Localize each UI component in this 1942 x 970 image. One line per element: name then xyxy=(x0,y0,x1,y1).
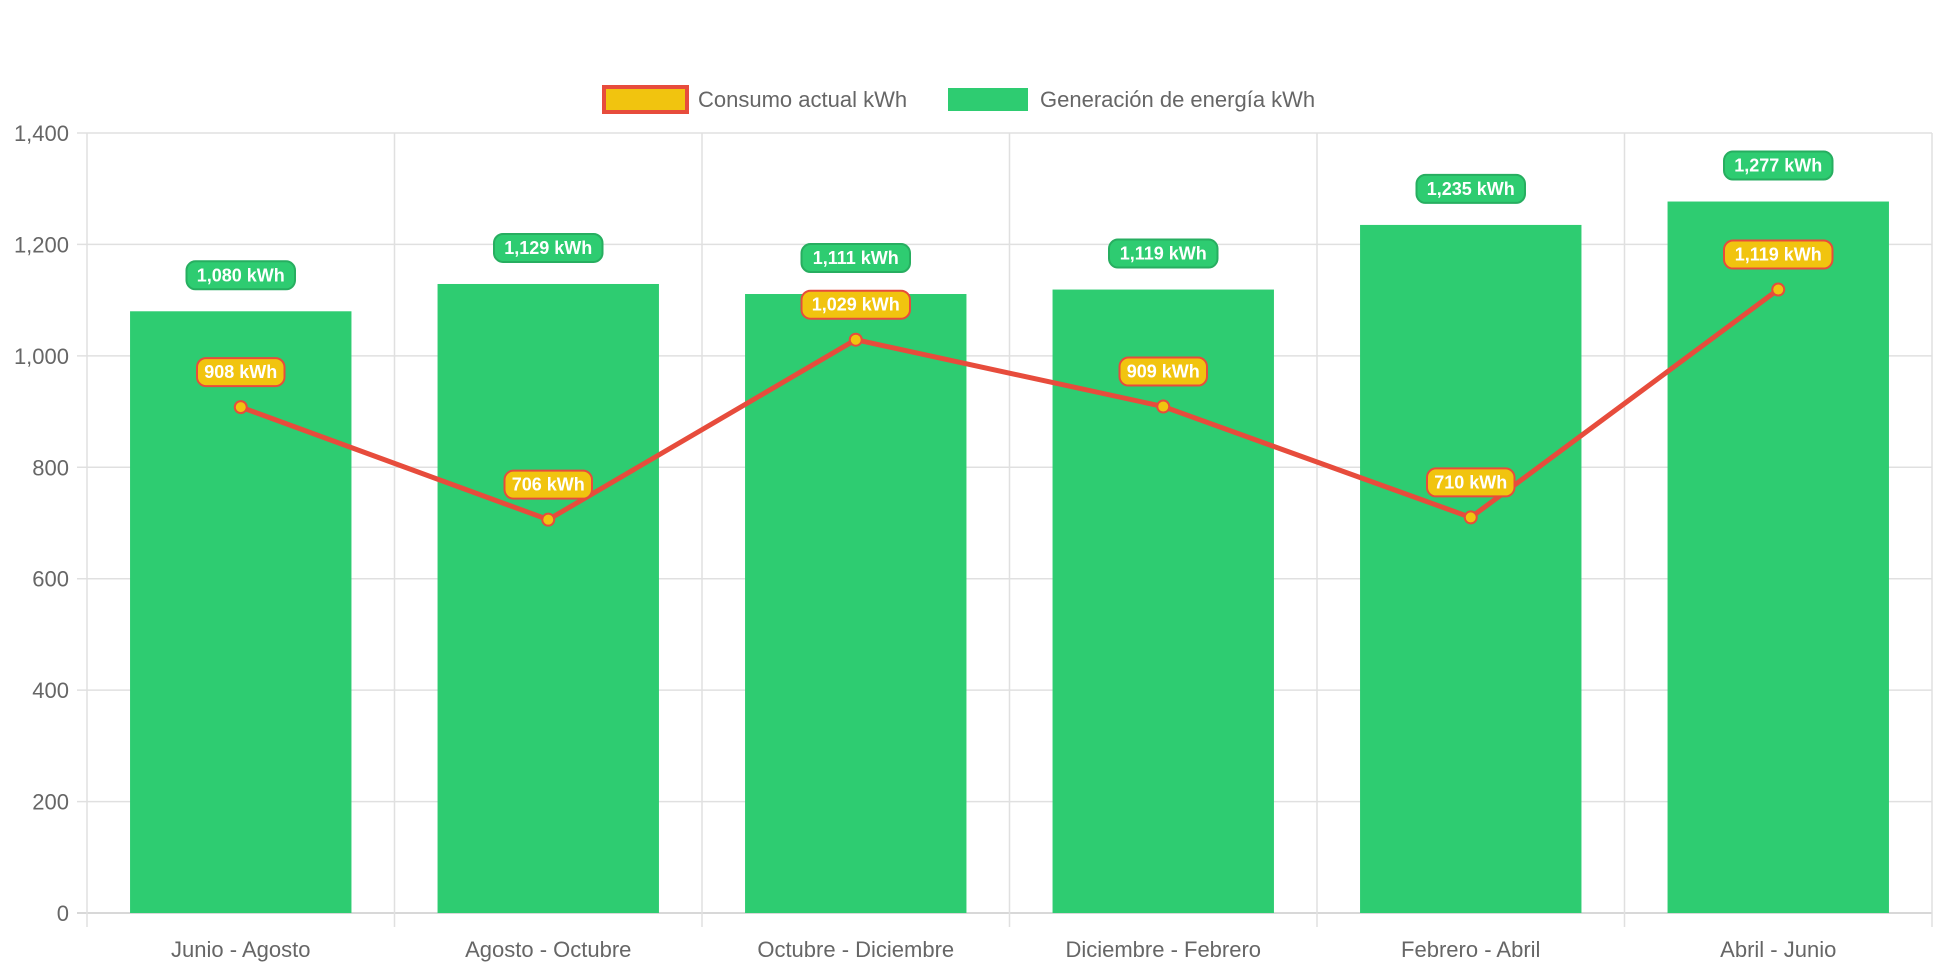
y-tick-label: 800 xyxy=(32,455,69,480)
data-label-generacion-text: 1,277 kWh xyxy=(1734,156,1822,176)
bar-generacion[interactable] xyxy=(1667,201,1889,913)
point-consumo[interactable] xyxy=(1156,399,1171,414)
data-label-generacion-bg xyxy=(1415,173,1526,204)
y-tick-label: 600 xyxy=(32,567,69,592)
data-label-consumo-bg xyxy=(1426,467,1516,498)
y-tick-label: 1,400 xyxy=(14,121,69,146)
point-consumo[interactable] xyxy=(233,400,248,415)
x-tick-label: Agosto - Octubre xyxy=(465,937,631,962)
legend-item-generacion[interactable]: Generación de energía kWh xyxy=(948,87,1315,112)
data-label-generacion-text: 1,111 kWh xyxy=(813,248,899,268)
bar-generacion[interactable] xyxy=(437,283,659,913)
legend-item-consumo[interactable]: Consumo actual kWh xyxy=(602,85,907,114)
data-label-consumo-text: 908 kWh xyxy=(204,362,277,382)
data-label-generacion-text: 1,235 kWh xyxy=(1427,179,1515,199)
point-consumo[interactable] xyxy=(1463,510,1478,525)
data-label-generacion: 1,111 kWh xyxy=(800,243,911,274)
data-label-consumo: 710 kWh xyxy=(1426,467,1516,498)
data-label-generacion-text: 1,080 kWh xyxy=(197,265,285,285)
point-consumo[interactable] xyxy=(1771,282,1786,297)
data-label-consumo-bg xyxy=(503,469,593,500)
x-tick-label: Diciembre - Febrero xyxy=(1065,937,1261,962)
data-label-consumo-bg xyxy=(1723,239,1834,270)
bar-generacion[interactable] xyxy=(1052,289,1274,913)
data-label-generacion: 1,119 kWh xyxy=(1108,238,1219,269)
point-consumo[interactable] xyxy=(848,332,863,347)
x-tick-label: Febrero - Abril xyxy=(1401,937,1540,962)
line-consumo xyxy=(239,287,1780,523)
legend: Consumo actual kWh Generación de energía… xyxy=(602,85,1315,114)
x-tick-label: Abril - Junio xyxy=(1720,937,1836,962)
data-label-consumo: 909 kWh xyxy=(1118,356,1208,387)
y-tick-label: 1,200 xyxy=(14,232,69,257)
data-label-consumo: 706 kWh xyxy=(503,469,593,500)
data-label-consumo: 1,029 kWh xyxy=(800,289,911,320)
data-label-consumo-text: 710 kWh xyxy=(1434,472,1507,492)
data-label-consumo: 1,119 kWh xyxy=(1723,239,1834,270)
data-label-generacion: 1,277 kWh xyxy=(1723,150,1834,181)
data-label-generacion: 1,129 kWh xyxy=(493,232,604,263)
legend-swatch-generacion xyxy=(948,88,1028,111)
legend-label-consumo: Consumo actual kWh xyxy=(698,87,907,112)
data-label-generacion-text: 1,119 kWh xyxy=(1120,244,1207,264)
point-consumo[interactable] xyxy=(541,512,556,527)
bar-generacion[interactable] xyxy=(745,294,967,913)
data-label-generacion-bg xyxy=(1108,238,1219,269)
y-tick-label: 1,000 xyxy=(14,344,69,369)
data-label-consumo-bg xyxy=(800,289,911,320)
y-tick-label: 0 xyxy=(57,901,69,926)
data-label-generacion-bg xyxy=(1723,150,1834,181)
legend-swatch-consumo xyxy=(602,85,689,114)
y-tick-label: 200 xyxy=(32,790,69,815)
data-label-consumo-text: 909 kWh xyxy=(1127,362,1200,382)
data-label-generacion-bg xyxy=(493,232,604,263)
bar-generacion[interactable] xyxy=(1360,224,1582,913)
data-label-consumo-text: 1,119 kWh xyxy=(1735,245,1822,265)
data-label-consumo: 908 kWh xyxy=(196,357,286,388)
y-tick-label: 400 xyxy=(32,678,69,703)
data-label-generacion-text: 1,129 kWh xyxy=(504,238,592,258)
data-label-generacion: 1,080 kWh xyxy=(185,260,296,291)
data-label-consumo-text: 706 kWh xyxy=(512,475,585,495)
x-tick-label: Octubre - Diciembre xyxy=(757,937,954,962)
data-label-generacion-bg xyxy=(185,260,296,291)
x-tick-label: Junio - Agosto xyxy=(171,937,310,962)
data-label-generacion-bg xyxy=(800,243,911,274)
data-label-generacion: 1,235 kWh xyxy=(1415,173,1526,204)
data-label-consumo-bg xyxy=(1118,356,1208,387)
data-label-consumo-bg xyxy=(196,357,286,388)
legend-label-generacion: Generación de energía kWh xyxy=(1040,87,1315,112)
data-label-consumo-text: 1,029 kWh xyxy=(812,295,900,315)
